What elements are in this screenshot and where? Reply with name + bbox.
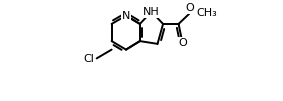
Text: O: O <box>178 38 187 48</box>
Text: O: O <box>186 3 195 13</box>
Text: NH: NH <box>143 7 160 17</box>
Text: Cl: Cl <box>83 54 95 64</box>
Text: N: N <box>122 11 130 21</box>
Text: CH₃: CH₃ <box>196 8 217 18</box>
